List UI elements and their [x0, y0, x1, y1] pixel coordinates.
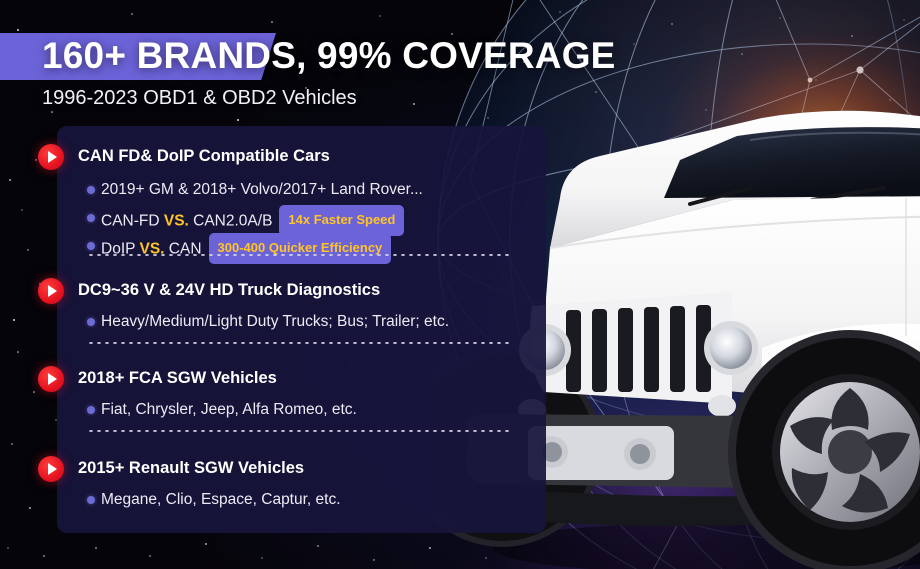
list-item-label: 2019+ GM & 2018+ Volvo/2017+ Land Rover.… [101, 181, 423, 198]
page-subtitle: 1996-2023 OBD1 & OBD2 Vehicles [42, 87, 357, 109]
list-item: 2019+ GM & 2018+ Volvo/2017+ Land Rover.… [87, 178, 546, 202]
list-item-label: DoIP VS. CAN 300-400 Quicker Efficiency [101, 233, 392, 265]
section-header: 2015+ Renault SGW Vehicles [38, 456, 546, 482]
bullet-dot-icon [87, 214, 95, 222]
bullet-dot-icon [87, 242, 95, 250]
white-jeep-wrangler-image [432, 110, 920, 569]
text-pre: CAN-FD [101, 212, 164, 230]
bullet-dot-icon [87, 186, 95, 194]
dotted-divider-icon [87, 254, 511, 256]
section-heading: DC9~36 V & 24V HD Truck Diagnostics [78, 281, 381, 299]
feature-section-3: 2018+ FCA SGW Vehicles Fiat, Chrysler, J… [38, 366, 546, 422]
play-icon[interactable] [38, 278, 64, 304]
play-icon[interactable] [38, 366, 64, 392]
list-item: Heavy/Medium/Light Duty Trucks; Bus; Tra… [87, 310, 546, 334]
list-item: CAN-FD VS. CAN2.0A/B 14x Faster Speed [87, 205, 546, 236]
feature-panel: CAN FD& DoIP Compatible Cars 2019+ GM & … [38, 126, 546, 533]
list-item: Megane, Clio, Espace, Captur, etc. [87, 488, 546, 512]
bullet-dot-icon [87, 318, 95, 326]
section-heading: 2015+ Renault SGW Vehicles [78, 459, 305, 477]
list-item: DoIP VS. CAN 300-400 Quicker Efficiency [87, 233, 546, 264]
text-post: CAN2.0A/B [188, 212, 273, 230]
status-badge: 300-400 Quicker Efficiency [208, 233, 392, 264]
section-heading: CAN FD& DoIP Compatible Cars [78, 147, 330, 165]
bullet-dot-icon [87, 496, 95, 504]
section-heading: 2018+ FCA SGW Vehicles [78, 369, 277, 387]
list-item-label: Fiat, Chrysler, Jeep, Alfa Romeo, etc. [101, 401, 357, 418]
list-item: Fiat, Chrysler, Jeep, Alfa Romeo, etc. [87, 398, 546, 422]
vs-emphasis: VS. [139, 240, 165, 258]
status-badge: 14x Faster Speed [279, 205, 405, 236]
section-header: CAN FD& DoIP Compatible Cars [38, 144, 546, 170]
section-header: DC9~36 V & 24V HD Truck Diagnostics [38, 278, 546, 304]
text-post: CAN [164, 240, 202, 258]
vs-emphasis: VS. [163, 212, 189, 230]
feature-section-1: CAN FD& DoIP Compatible Cars 2019+ GM & … [38, 144, 546, 264]
play-icon[interactable] [38, 456, 64, 482]
feature-section-4: 2015+ Renault SGW Vehicles Megane, Clio,… [38, 456, 546, 512]
list-item-label: CAN-FD VS. CAN2.0A/B 14x Faster Speed [101, 205, 405, 237]
list-item-label: Heavy/Medium/Light Duty Trucks; Bus; Tra… [101, 313, 450, 330]
play-icon[interactable] [38, 144, 64, 170]
text-pre: DoIP [101, 240, 140, 258]
list-item-label: Megane, Clio, Espace, Captur, etc. [101, 491, 341, 508]
title-banner-shape [0, 33, 276, 80]
bullet-dot-icon [87, 406, 95, 414]
page-title: 160+ BRANDS, 99% COVERAGE [42, 35, 616, 76]
dotted-divider-icon [87, 430, 511, 432]
section-header: 2018+ FCA SGW Vehicles [38, 366, 546, 392]
dotted-divider-icon [87, 342, 511, 344]
feature-section-2: DC9~36 V & 24V HD Truck Diagnostics Heav… [38, 278, 546, 334]
